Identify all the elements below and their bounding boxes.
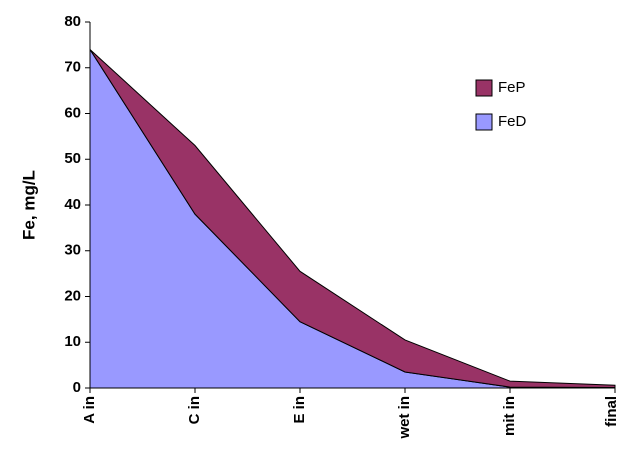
legend-label: FeP xyxy=(498,79,526,96)
y-tick-label: 40 xyxy=(64,196,81,213)
x-tick-label: wet in xyxy=(396,396,413,440)
x-tick-label: C in xyxy=(186,396,203,424)
x-tick-label: final xyxy=(603,396,619,427)
y-tick-label: 70 xyxy=(64,59,81,76)
x-tick-label: E in xyxy=(291,396,308,424)
y-tick-label: 80 xyxy=(64,13,81,30)
y-tick-label: 20 xyxy=(64,287,81,304)
y-tick-label: 50 xyxy=(64,150,81,167)
legend-swatch xyxy=(475,79,493,97)
x-tick-label: mit in xyxy=(501,396,518,436)
y-tick-label: 60 xyxy=(64,104,81,121)
legend-swatch xyxy=(475,113,493,131)
y-tick-label: 0 xyxy=(73,379,81,396)
y-tick-label: 30 xyxy=(64,242,81,259)
y-axis-label: Fe, mg/L xyxy=(19,170,38,240)
area xyxy=(89,49,616,389)
x-tick-label: A in xyxy=(81,396,98,424)
legend-label: FeD xyxy=(498,113,527,130)
y-tick-label: 10 xyxy=(64,333,81,350)
